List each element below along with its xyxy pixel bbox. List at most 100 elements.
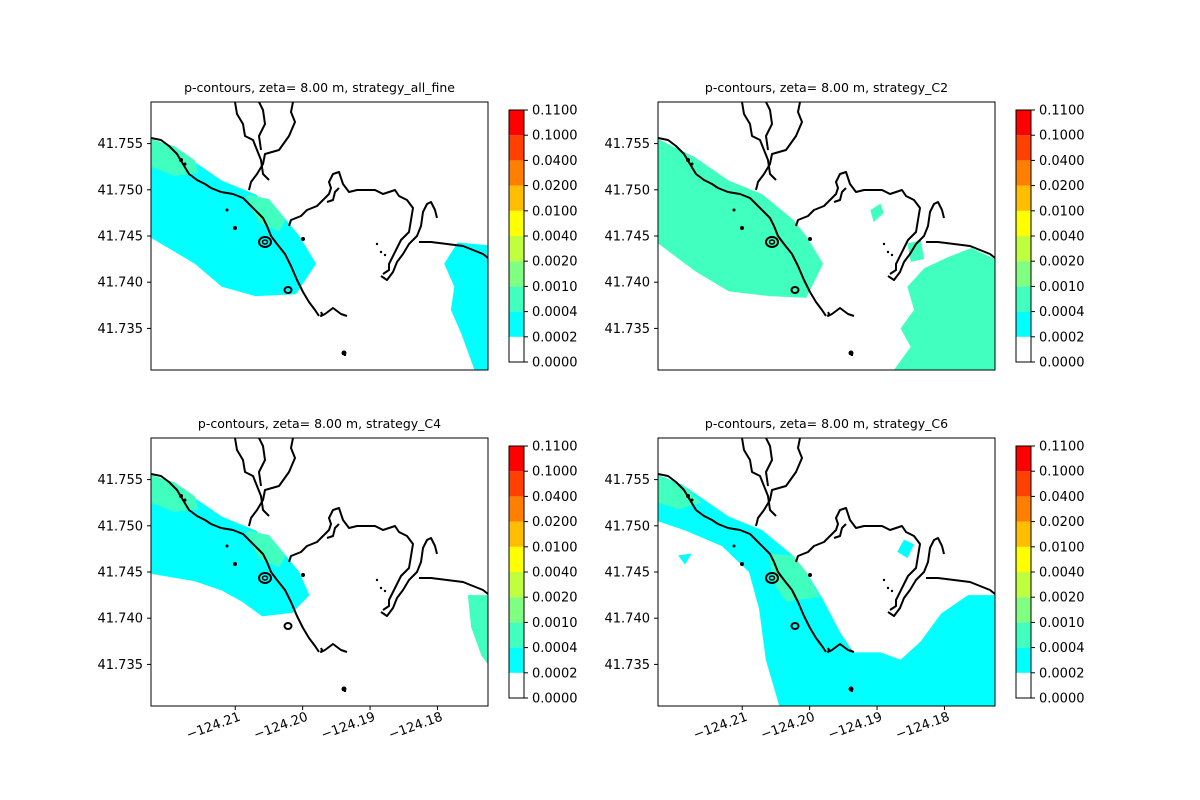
- island-ring: [258, 572, 272, 584]
- colorbar-segment: [1016, 672, 1031, 698]
- colorbar-segment: [1016, 336, 1031, 362]
- colorbar-segment: [509, 672, 524, 698]
- contour-region: [151, 139, 199, 176]
- island-dot: [341, 686, 347, 692]
- plot-area: [658, 102, 995, 370]
- island-ring: [765, 236, 779, 248]
- map-panel: 41.735 41.740 41.745 41.750 41.755 p-contours…: [605, 80, 1085, 371]
- coastline-line: [795, 507, 921, 611]
- coastline-line: [755, 102, 803, 191]
- colorbar-tick-label: 0.0020: [1039, 255, 1085, 270]
- colorbar-tick-label: 0.0400: [532, 154, 578, 169]
- colorbar-segment: [509, 446, 524, 472]
- coastline-line: [258, 438, 266, 487]
- contour-region: [769, 553, 820, 602]
- coastline-line: [258, 102, 266, 151]
- island-dot: [732, 544, 736, 548]
- colorbar-segment: [509, 135, 524, 161]
- x-tick-label: −124.21: [691, 710, 749, 743]
- colorbar: 0.0000 0.0002 0.0004 0.0010 0.0020 0.0040 0.01…: [508, 440, 578, 707]
- contour-region: [151, 139, 317, 297]
- island-dot: [301, 237, 305, 241]
- contour-region: [151, 475, 199, 512]
- coastline-line: [234, 102, 270, 181]
- coastline-line: [741, 102, 777, 181]
- colorbar-segment: [509, 597, 524, 623]
- x-tick-label: −124.18: [387, 710, 445, 743]
- colorbar-segment: [1016, 210, 1031, 236]
- colorbar-tick-label: 0.0400: [1039, 490, 1085, 505]
- colorbar-segment: [509, 496, 524, 522]
- colorbar-tick-label: 0.0100: [532, 204, 578, 219]
- colorbar-tick-label: 0.0002: [532, 330, 578, 345]
- x-tick-label: −124.19: [826, 710, 884, 743]
- coastline-line: [926, 241, 995, 259]
- x-tick-label: −124.21: [184, 710, 242, 743]
- colorbar-segment: [1016, 185, 1031, 211]
- colorbar-segment: [1016, 546, 1031, 572]
- colorbar-tick-label: 0.0010: [532, 280, 578, 295]
- x-tick-label: −124.18: [894, 710, 952, 743]
- coastline-line: [755, 438, 803, 527]
- island-dot: [183, 498, 187, 502]
- contour-region: [467, 595, 488, 665]
- island-dot: [808, 573, 812, 577]
- coastline-line: [658, 473, 827, 653]
- contour-region: [897, 539, 915, 559]
- colorbar-tick-label: 0.0002: [1039, 666, 1085, 681]
- island-dot: [848, 350, 854, 356]
- island-ring: [283, 286, 293, 294]
- coastline-line: [151, 473, 320, 653]
- colorbar-segment: [509, 286, 524, 312]
- island-dot: [383, 253, 387, 257]
- colorbar-segment: [509, 546, 524, 572]
- coastline-line: [741, 438, 777, 517]
- colorbar-segment: [509, 210, 524, 236]
- colorbar-tick-label: 0.0000: [532, 356, 578, 371]
- coastline-line: [658, 137, 827, 317]
- colorbar-segment: [1016, 572, 1031, 598]
- island-dot: [686, 158, 690, 162]
- y-tick-label: 41.735: [605, 322, 651, 337]
- contour-region: [245, 194, 286, 232]
- island-dot: [882, 578, 886, 582]
- coastline-line: [887, 537, 945, 617]
- y-tick-label: 41.735: [98, 322, 144, 337]
- panel-title: p-contours, zeta= 8.00 m, strategy_C6: [705, 416, 948, 431]
- colorbar-tick-label: 0.0400: [532, 490, 578, 505]
- colorbar-tick-label: 0.0020: [1039, 591, 1085, 606]
- island-dot: [233, 226, 237, 230]
- colorbar-segment: [1016, 647, 1031, 673]
- y-tick-label: 41.740: [605, 276, 651, 291]
- colorbar-tick-label: 0.0100: [1039, 540, 1085, 555]
- island-dot: [379, 250, 383, 254]
- colorbar: 0.0000 0.0002 0.0004 0.0010 0.0020 0.0040 0.01…: [1015, 440, 1085, 707]
- colorbar-tick-label: 0.0004: [532, 641, 578, 656]
- island-dot: [740, 226, 744, 230]
- y-tick-label: 41.755: [98, 137, 144, 152]
- colorbar-tick-label: 0.1000: [1039, 129, 1085, 144]
- island-dot: [225, 208, 229, 212]
- y-tick-label: 41.735: [605, 658, 651, 673]
- y-tick-label: 41.740: [98, 276, 144, 291]
- colorbar-tick-label: 0.0020: [532, 591, 578, 606]
- island-dot: [379, 586, 383, 590]
- island-dot: [690, 498, 694, 502]
- island-ring: [283, 622, 293, 630]
- island-dot: [808, 237, 812, 241]
- coastline-line: [833, 187, 847, 203]
- island-dot: [383, 589, 387, 593]
- contour-region: [658, 475, 995, 706]
- colorbar-tick-label: 0.0040: [1039, 230, 1085, 245]
- map-panel: 41.735 41.740 41.745 41.750 41.755 p-contours…: [98, 80, 578, 371]
- colorbar-segment: [1016, 597, 1031, 623]
- colorbar-tick-label: 0.1100: [1039, 104, 1085, 119]
- y-tick-label: 41.745: [98, 230, 144, 245]
- coastline-line: [248, 438, 296, 527]
- y-tick-label: 41.745: [98, 566, 144, 581]
- coastline-line: [320, 307, 348, 317]
- coastline-line: [248, 102, 296, 191]
- colorbar-tick-label: 0.0010: [532, 616, 578, 631]
- coastline-line: [151, 137, 320, 317]
